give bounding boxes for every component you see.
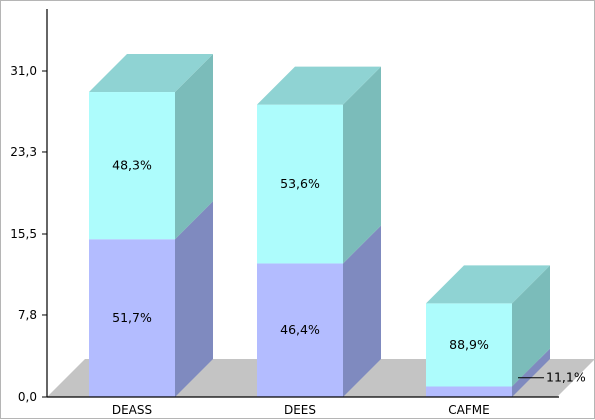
x-tick-label: CAFME <box>448 403 489 417</box>
y-tick-label: 7,8 <box>18 308 37 322</box>
bar-cafme-segment-1-front <box>426 386 512 397</box>
data-label: 11,1% <box>546 370 586 385</box>
data-label: 53,6% <box>280 176 320 191</box>
bar-deass-segment-2-front <box>89 92 175 240</box>
bar-deass-segment-2-side <box>175 54 213 240</box>
bar-cafme-segment-1-side <box>512 348 550 397</box>
bar-deass-segment-1-front <box>89 239 175 397</box>
bar-dees-segment-2-top <box>257 66 381 105</box>
bar-deass-segment-1-side <box>175 201 213 397</box>
y-tick-label: 23,3 <box>10 145 37 159</box>
data-label: 48,3% <box>112 158 152 173</box>
x-tick-label: DEASS <box>112 403 152 417</box>
bar-dees-segment-2-side <box>343 66 381 264</box>
bar-dees-segment-1-side <box>343 225 381 397</box>
data-label: 46,4% <box>280 322 320 337</box>
bar-dees-segment-1-front <box>257 263 343 397</box>
y-tick-label: 31,0 <box>10 64 37 78</box>
bar-deass-segment-2-top <box>89 54 213 93</box>
y-tick-label: 15,5 <box>10 227 37 241</box>
bar-cafme-segment-2-side <box>512 265 550 387</box>
bar-dees-segment-2-front <box>257 104 343 264</box>
x-tick-label: DEES <box>284 403 316 417</box>
y-tick-label: 0,0 <box>18 390 37 404</box>
bar-cafme-segment-2-top <box>426 265 550 304</box>
bar-cafme-segment-2-front <box>426 303 512 387</box>
data-label: 88,9% <box>449 337 489 352</box>
data-label: 51,7% <box>112 310 152 325</box>
